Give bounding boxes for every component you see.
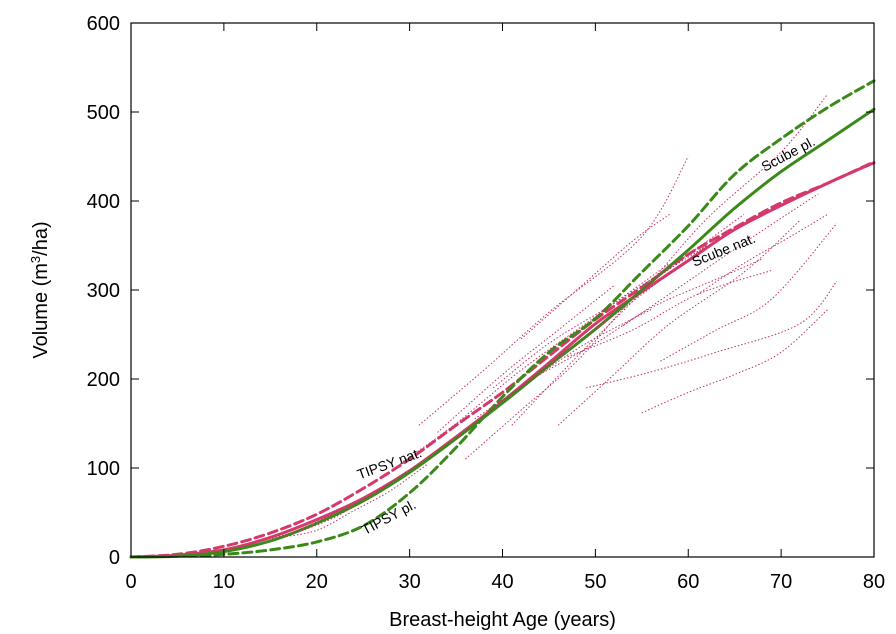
observed-plot-line [697,213,828,295]
observed-plot-line [298,469,410,533]
y-axis-label: Volume (m3/ha) [28,221,53,358]
x-tick-label: 50 [584,571,606,593]
series-layer [129,79,876,559]
x-tick-label: 60 [677,571,699,593]
observed-plot-line [641,309,828,414]
observed-plot-lines [251,93,838,545]
x-tick-label: 80 [863,571,885,593]
x-tick-label: 40 [491,571,513,593]
series-line-tipsy-nat [129,160,876,559]
curve-label-tipsy-pl: TIPSY pl. [359,496,419,538]
x-tick-label: 70 [770,571,792,593]
y-axis-label-main: Volume (m [30,263,52,359]
y-axis-label-sup: 3 [28,256,43,263]
x-tick-label: 0 [125,571,136,593]
curve-label-tipsy-nat: TIPSY nat. [355,444,424,482]
x-tick-label: 20 [306,571,328,593]
y-tick-label: 0 [109,547,120,569]
observed-plot-line [660,222,838,362]
observed-plot-line [418,156,689,426]
observed-plot-line [567,269,772,358]
series-line-scube-nat [129,161,876,559]
observed-plot-line [279,463,429,538]
y-tick-label: 400 [87,191,120,213]
observed-plot-line [251,507,345,545]
observed-plot-line [465,245,708,460]
y-tick-label: 600 [87,13,120,35]
axis-ticks: 0 10 20 30 40 50 60 70 80 0 100 200 300 400 500 600 [87,13,886,593]
observed-plot-line [520,213,670,340]
series-line-scube-pl [129,107,876,559]
observed-plot-line [437,285,615,433]
observed-plot-line [539,258,763,375]
observed-plot-line [400,262,670,465]
y-tick-label: 300 [87,280,120,302]
series-line-tipsy-pl [129,79,876,559]
observed-plot-line [557,220,801,426]
x-tick-label: 30 [399,571,421,593]
plot-frame [130,22,875,558]
observed-plot-line [511,93,828,426]
y-tick-label: 200 [87,369,120,391]
y-axis-label-tail: /ha) [30,221,52,255]
observed-plot-line [474,309,652,420]
observed-plot-line [492,213,745,389]
y-tick-label: 500 [87,102,120,124]
x-axis-label: Breast-height Age (years) [389,609,616,631]
y-tick-label: 100 [87,458,120,480]
x-tick-label: 10 [213,571,235,593]
